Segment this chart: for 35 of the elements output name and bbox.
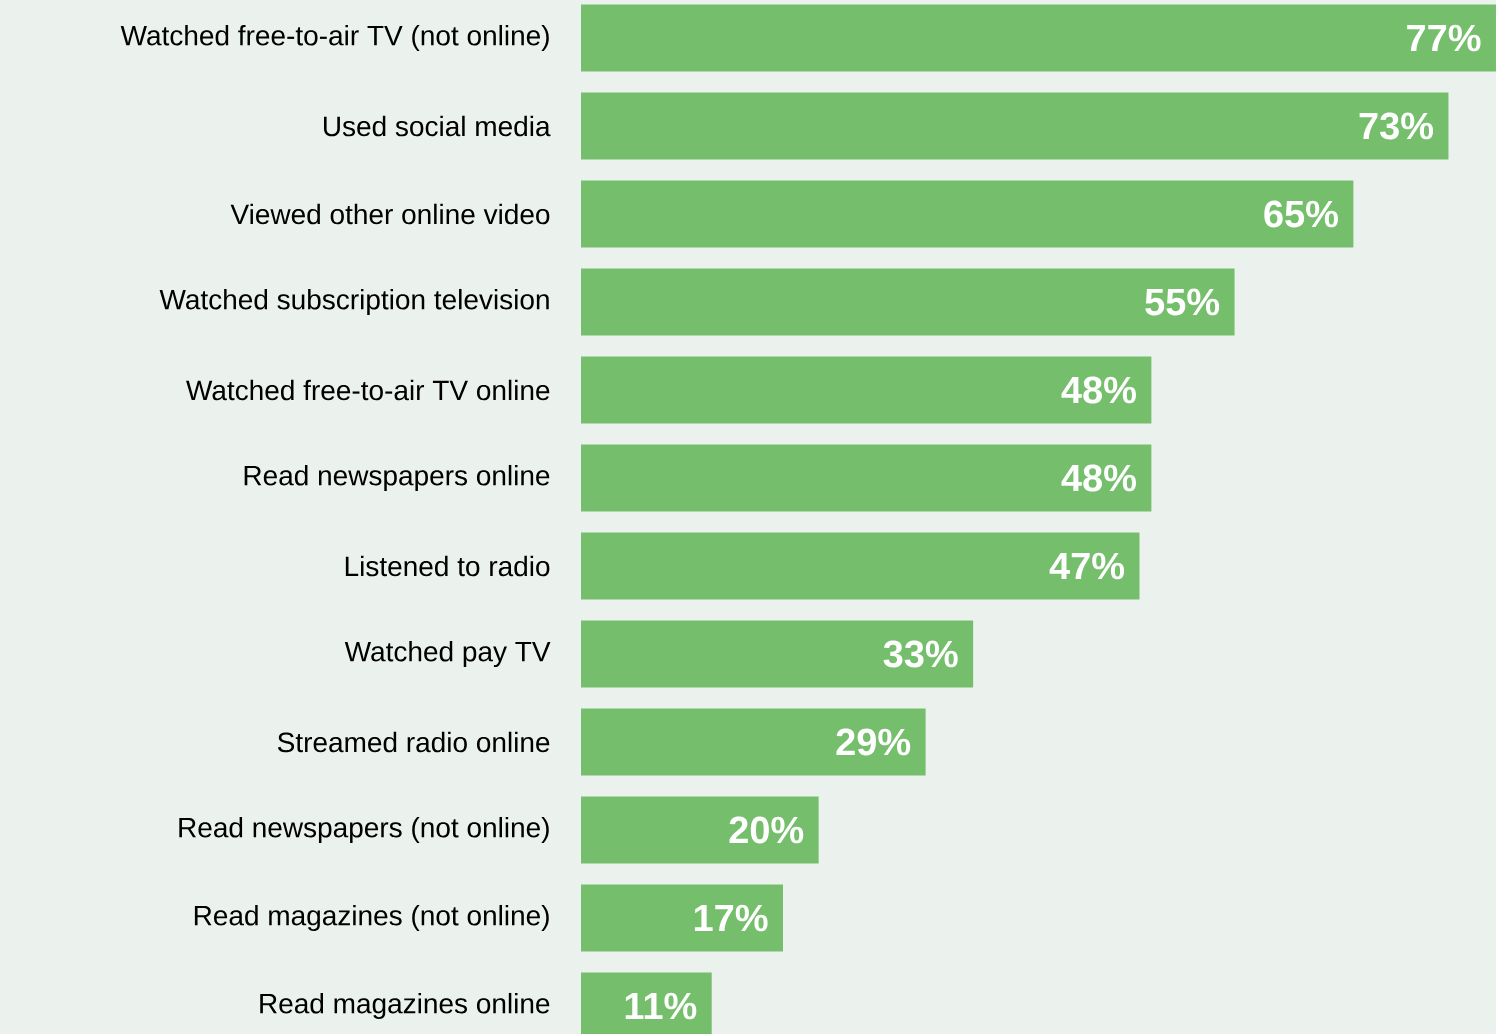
bar: [581, 268, 1235, 336]
y-tick-label: Watched free-to-air TV (not online): [120, 24, 549, 52]
bar: [581, 620, 974, 688]
y-tick-label: Read magazines (not online): [194, 904, 549, 932]
bar: [581, 708, 926, 776]
bar: [581, 532, 1140, 600]
data-label: 48%: [1061, 376, 1136, 404]
y-tick-label: Listened to radio: [345, 555, 550, 577]
bar: [581, 444, 1152, 512]
y-tick-label: Watched subscription television: [159, 288, 549, 316]
data-label: 47%: [1049, 552, 1125, 580]
y-tick-label: Read newspapers online: [244, 464, 550, 492]
data-label: 65%: [1264, 200, 1338, 228]
y-tick-label: Watched pay TV: [344, 640, 551, 668]
bar: [581, 4, 1496, 72]
y-tick-label: Streamed radio online: [277, 731, 550, 753]
bar: [581, 92, 1449, 160]
data-label: 48%: [1061, 464, 1136, 492]
data-label: 33%: [883, 640, 958, 668]
y-tick-label: Read magazines online: [260, 992, 550, 1020]
data-label: 77%: [1407, 24, 1481, 52]
y-tick-label: Used social media: [324, 115, 551, 137]
data-label: 20%: [729, 816, 804, 844]
bar: [581, 356, 1152, 424]
y-tick-label: Watched free-to-air TV online: [186, 379, 550, 401]
data-label: 11%: [625, 992, 697, 1020]
bar: [581, 884, 784, 952]
data-label: 73%: [1359, 112, 1434, 140]
bar: [581, 796, 819, 864]
y-tick-label: Viewed other online video: [230, 203, 550, 225]
y-tick-label: Read newspapers (not online): [179, 816, 549, 844]
data-label: 29%: [836, 728, 911, 756]
bar: [581, 180, 1354, 248]
data-label: 55%: [1145, 288, 1220, 316]
data-label: 17%: [694, 904, 768, 932]
